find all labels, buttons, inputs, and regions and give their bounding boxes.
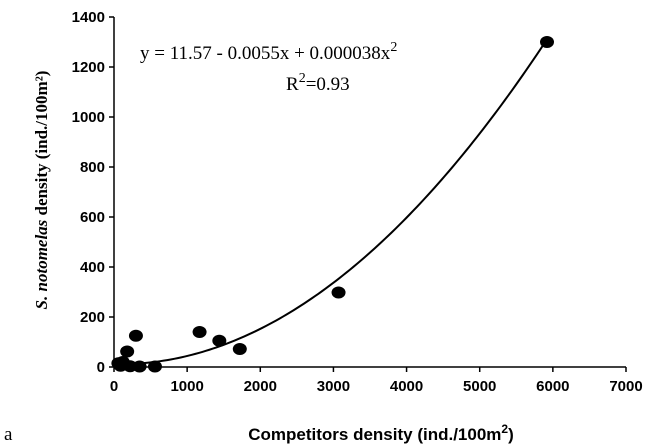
data-point	[540, 36, 555, 48]
x-tick-label: 1000	[170, 378, 203, 395]
data-point	[232, 343, 247, 355]
equation-label: y = 11.57 - 0.0055x + 0.000038x2	[140, 40, 397, 64]
data-point	[192, 326, 207, 338]
y-axis-ticks: 0 200 400 600 800 1000 1200 1400	[72, 9, 114, 376]
y-axis-title: S. notomelas density (ind./100m²)	[32, 71, 51, 310]
data-point	[331, 286, 346, 299]
x-tick-label: 5000	[463, 378, 496, 395]
y-tick-label: 600	[80, 209, 105, 226]
data-point	[128, 329, 143, 342]
x-axis-title: Competitors density (ind./100m2)	[248, 422, 514, 444]
y-tick-label: 0	[97, 359, 105, 376]
y-tick-label: 200	[80, 309, 105, 326]
y-tick-label: 400	[80, 259, 105, 276]
data-point	[120, 345, 135, 358]
y-tick-label: 1200	[72, 59, 105, 76]
x-tick-label: 4000	[390, 378, 423, 395]
data-point	[147, 360, 162, 373]
y-tick-label: 800	[80, 159, 105, 176]
x-tick-label: 6000	[536, 378, 569, 395]
x-tick-label: 7000	[609, 378, 642, 395]
y-tick-label: 1000	[72, 109, 105, 126]
y-tick-label: 1400	[72, 9, 105, 26]
panel-label: a	[4, 424, 13, 445]
x-axis-ticks: 0 1000 2000 3000 4000 5000 6000 7000	[110, 367, 643, 395]
x-tick-label: 2000	[244, 378, 277, 395]
x-tick-label: 3000	[317, 378, 350, 395]
data-point	[212, 334, 227, 347]
r-squared-label: R2=0.93	[286, 71, 350, 95]
data-points	[111, 36, 555, 373]
x-tick-label: 0	[110, 378, 118, 395]
fit-curve	[124, 38, 548, 366]
data-point	[132, 360, 147, 373]
